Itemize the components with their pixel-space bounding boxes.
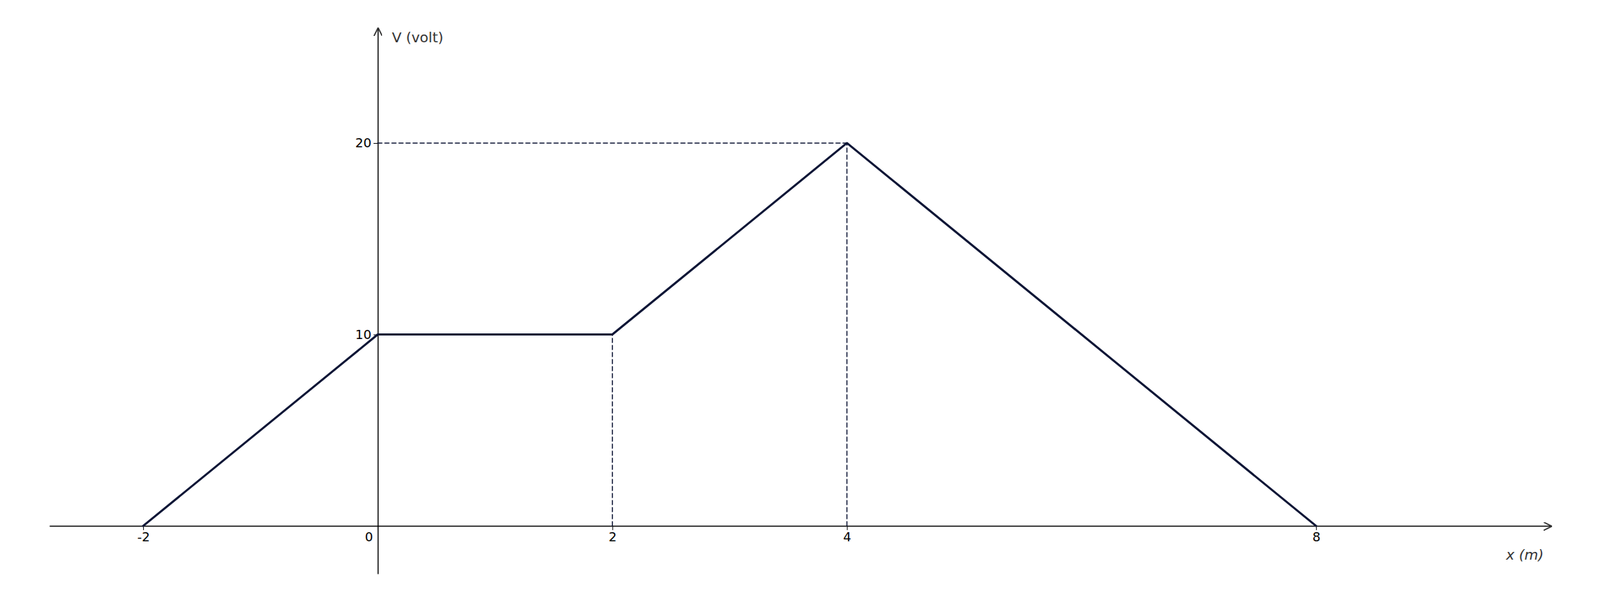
- x-axis: -2 0 2 4 8: [50, 525, 1552, 545]
- y-axis-label: V (volt): [391, 28, 444, 46]
- x-axis-label: x (m): [1505, 546, 1544, 564]
- tick-label: 4: [842, 529, 851, 545]
- tick-label: 10: [355, 327, 372, 342]
- tick: 10: [355, 327, 378, 342]
- tick-label: 8: [1312, 529, 1321, 545]
- tick: -2: [137, 525, 151, 545]
- data-line: [143, 143, 1316, 526]
- tick: 0: [365, 525, 379, 545]
- reference-line: [846, 143, 848, 526]
- tick-mark: [373, 143, 378, 144]
- reference-line: [611, 334, 614, 527]
- tick: 2: [608, 525, 617, 545]
- tick: 20: [355, 135, 378, 151]
- axis-line: [377, 28, 380, 575]
- tick-label: 2: [608, 529, 617, 545]
- tick-label: 0: [365, 529, 373, 545]
- tick-label: -2: [137, 529, 151, 545]
- tick: 8: [1312, 525, 1321, 545]
- plot-area: [143, 143, 1316, 526]
- tick: 4: [842, 525, 851, 545]
- tick-label: 20: [355, 135, 372, 151]
- reference-line: [377, 142, 848, 144]
- chart: -2 0 2 4 8 10 20 x (m) V (volt): [0, 0, 1600, 609]
- axis-line: [50, 525, 1552, 528]
- y-axis: 10 20: [355, 28, 378, 575]
